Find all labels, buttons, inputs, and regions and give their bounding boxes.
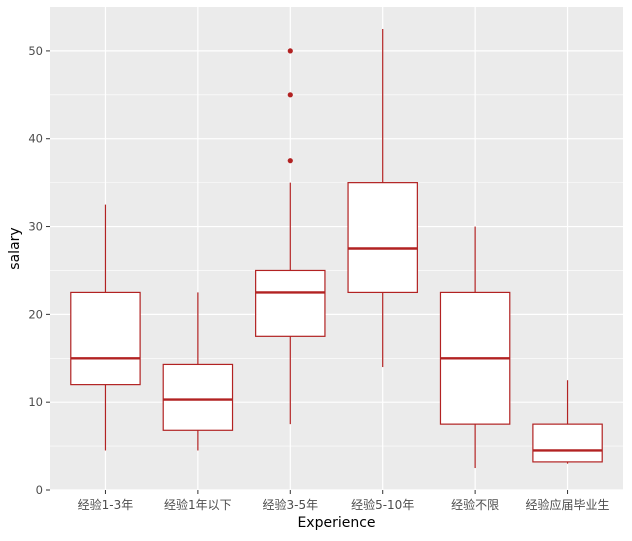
x-tick-label: 经验5-10年 <box>351 497 414 512</box>
x-tick-label: 经验不限 <box>451 497 499 512</box>
box-iqr <box>255 269 326 337</box>
box-3 <box>347 28 418 368</box>
y-tick-label: 30 <box>28 220 43 234</box>
box-5 <box>532 380 603 464</box>
x-axis-label: Experience <box>297 515 375 531</box>
outlier-point <box>287 158 293 164</box>
y-tick-label: 20 <box>28 307 43 321</box>
x-tick-label: 经验应届毕业生 <box>526 497 610 512</box>
box-2 <box>255 48 326 425</box>
x-axis: 经验1-3年 经验1年以下 经验3-5年 经验5-10年 经验不限 经验应届毕业生 <box>78 490 610 512</box>
box-iqr <box>162 363 234 431</box>
y-tick-label: 40 <box>28 132 43 146</box>
outlier-point <box>287 48 293 54</box>
x-tick-label: 经验1-3年 <box>78 497 134 512</box>
boxes <box>70 28 603 469</box>
x-tick-label: 经验1年以下 <box>164 497 232 512</box>
y-axis-label: salary <box>7 227 23 269</box>
y-tick-label: 10 <box>28 395 43 409</box>
x-tick-label: 经验3-5年 <box>262 497 318 512</box>
outlier-point <box>287 92 293 98</box>
panel-background <box>50 7 623 490</box>
y-tick-label: 50 <box>28 44 43 58</box>
y-axis: 0 10 20 30 40 50 <box>28 44 50 497</box>
box-1 <box>162 292 234 451</box>
y-tick-label: 0 <box>36 483 43 497</box>
box-iqr <box>347 182 418 294</box>
box-iqr <box>532 423 603 463</box>
box-0 <box>70 204 141 451</box>
box-iqr <box>70 291 141 386</box>
box-4 <box>439 226 511 469</box>
